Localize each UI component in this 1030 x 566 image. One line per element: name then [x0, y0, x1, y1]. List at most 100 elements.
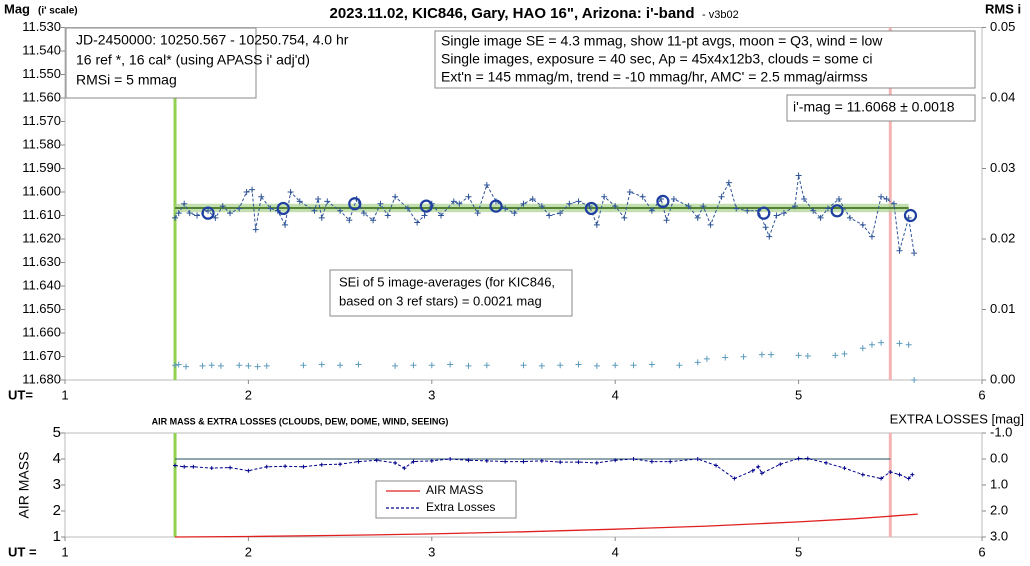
data-point	[392, 362, 399, 369]
data-point	[768, 351, 775, 358]
data-point	[859, 345, 866, 352]
data-point	[465, 193, 472, 200]
annotation: Ext'n = 145 mmag/m, trend = -10 mmag/hr,…	[441, 69, 868, 85]
data-point	[714, 463, 719, 468]
x-tick-label: 4	[612, 387, 619, 402]
data-point	[758, 351, 765, 358]
data-point	[601, 193, 608, 200]
average-point	[276, 201, 290, 216]
data-point	[219, 203, 226, 210]
y-tick-label: 11.550	[22, 66, 61, 81]
data-point	[370, 217, 377, 224]
average-point	[830, 204, 844, 218]
data-point	[766, 233, 773, 240]
y-tick-label: 1	[53, 528, 61, 545]
annotations: JD-2450000: 10250.567 - 10250.754, 4.0 h…	[65, 27, 976, 317]
y-tick-label: 2	[53, 502, 61, 519]
average-point	[757, 206, 771, 220]
data-point	[502, 205, 509, 212]
data-point	[594, 460, 599, 465]
data-point	[228, 465, 233, 470]
annotation: Single image SE = 4.3 mmag, show 11-pt a…	[441, 33, 883, 49]
data-point	[410, 362, 417, 369]
data-point	[832, 352, 839, 359]
data-point	[254, 363, 261, 370]
average-point	[419, 199, 433, 213]
plot-area	[64, 432, 983, 538]
data-point	[392, 193, 399, 200]
data-point	[732, 476, 737, 481]
data-point	[421, 212, 428, 219]
x-axis-label: UT=	[8, 387, 33, 402]
data-point	[896, 247, 903, 254]
data-point	[676, 362, 683, 369]
data-point	[411, 459, 416, 464]
data-point	[448, 457, 453, 461]
y-axis-note: (i' scale)	[38, 6, 78, 17]
data-point	[860, 472, 865, 477]
data-point	[896, 340, 903, 347]
x-tick-label: 2	[245, 387, 252, 402]
data-point	[824, 460, 829, 465]
data-point	[529, 196, 536, 203]
data-point	[539, 458, 544, 463]
data-point	[338, 462, 343, 467]
y-tick-label: 11.570	[22, 113, 61, 128]
data-point	[236, 205, 243, 212]
annotation-box	[65, 27, 257, 99]
data-point	[613, 458, 618, 463]
data-point	[172, 214, 179, 221]
y-tick-label: 3	[53, 476, 61, 493]
data-point	[670, 196, 677, 203]
y-axis-label: Mag	[4, 1, 30, 16]
data-point	[414, 219, 421, 226]
data-point	[324, 198, 331, 205]
annotation-box	[786, 94, 976, 122]
plot-area	[64, 27, 983, 381]
data-point	[428, 362, 435, 369]
y2-tick-label: 1.0	[990, 476, 1008, 491]
data-point	[835, 196, 842, 203]
data-point	[878, 193, 885, 200]
data-point	[474, 210, 481, 217]
data-point	[402, 466, 407, 471]
chart-title: 2023.11.02, KIC846, Gary, HAO 16", Arizo…	[330, 5, 695, 22]
data-point	[374, 458, 379, 463]
data-point	[648, 361, 655, 368]
data-point	[824, 205, 831, 212]
data-point	[243, 189, 250, 195]
annotation-box	[329, 269, 573, 317]
data-point	[503, 459, 508, 464]
x-tick-label: 6	[978, 387, 985, 402]
data-point	[631, 457, 636, 461]
data-point	[718, 193, 725, 200]
data-point	[648, 207, 655, 214]
data-point	[795, 352, 802, 359]
data-point	[456, 200, 463, 207]
data-point	[337, 362, 344, 369]
data-point	[311, 207, 318, 214]
data-point	[612, 203, 619, 210]
data-point	[694, 359, 701, 366]
annotation: RMSi = 5 mmag	[76, 72, 177, 88]
data-point	[208, 362, 215, 369]
data-point	[384, 212, 391, 219]
data-point	[538, 362, 545, 369]
data-point	[300, 362, 307, 369]
y2-tick-label: 0.05	[990, 19, 1015, 34]
y2-axis-label: RMS i	[985, 1, 1021, 16]
y-tick-label: 11.530	[22, 19, 61, 34]
data-point	[558, 460, 563, 465]
annotation: JD-2450000: 10250.567 - 10250.754, 4.0 h…	[76, 32, 349, 48]
data-point	[209, 466, 214, 471]
y2-tick-label: 0.03	[990, 160, 1015, 175]
data-point	[520, 362, 527, 369]
annotation: based on 3 ref stars) = 0.0021 mag	[339, 293, 542, 308]
average-point	[348, 197, 362, 211]
data-point	[212, 214, 219, 221]
y-tick-label: 5	[53, 424, 61, 441]
data-point	[318, 214, 325, 221]
average-point	[489, 199, 503, 213]
data-point	[762, 224, 769, 231]
